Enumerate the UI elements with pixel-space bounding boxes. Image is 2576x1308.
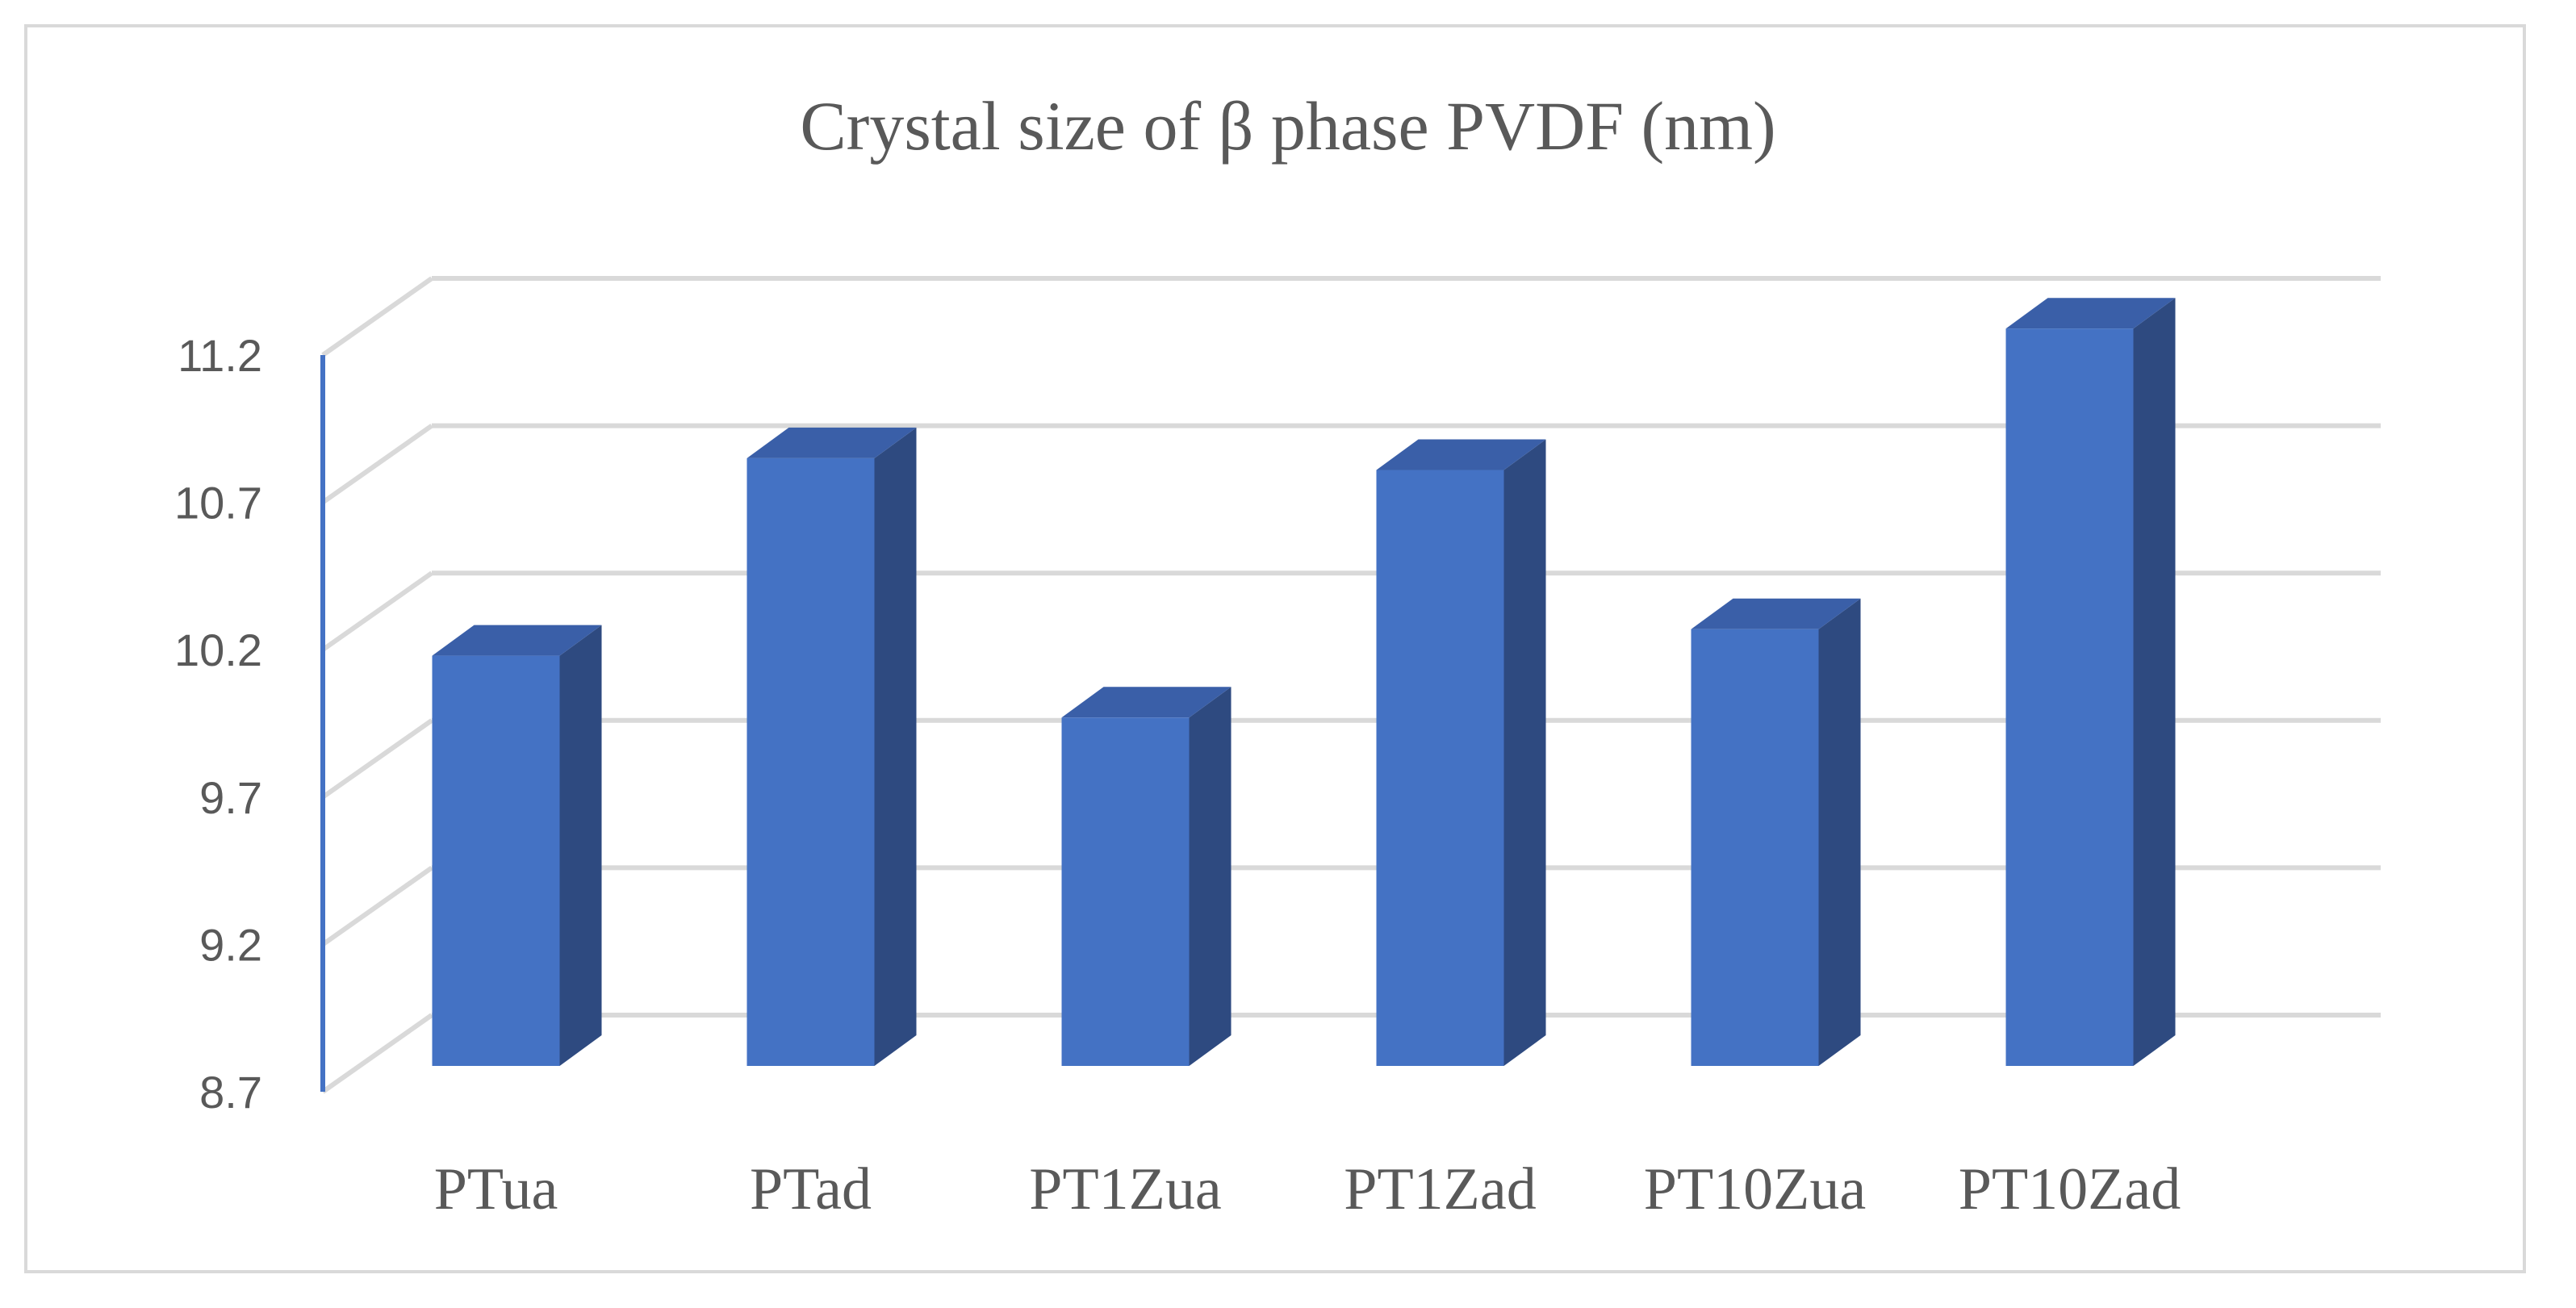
bar-pt10zad: [2005, 298, 2176, 1066]
bar-side-face: [1503, 439, 1546, 1066]
x-tick-label: PTua: [434, 1156, 558, 1222]
bar-side-face: [1189, 687, 1232, 1066]
gridline-side: [321, 424, 433, 505]
y-tick-label: 10.7: [174, 478, 262, 529]
bar-side-face: [874, 427, 917, 1066]
gridline-side: [321, 1013, 433, 1094]
bar-ptua: [432, 625, 602, 1066]
y-tick-label: 10.2: [174, 625, 262, 675]
bar-top-face: [1376, 439, 1546, 470]
x-tick-label: PT1Zua: [1029, 1156, 1221, 1222]
chart-title: Crystal size of β phase PVDF (nm): [800, 87, 1775, 165]
y-tick-label: 11.2: [178, 330, 262, 381]
bar-front-face: [1691, 629, 1819, 1066]
bar-top-face: [1691, 598, 1861, 629]
bar-front-face: [1376, 470, 1504, 1066]
bar-top-face: [746, 427, 917, 458]
bar-pt1zad: [1376, 439, 1546, 1066]
gridline-side: [321, 865, 433, 947]
bar-front-face: [432, 655, 560, 1066]
bar-top-face: [1061, 687, 1232, 718]
x-tick-label: PT1Zad: [1344, 1156, 1536, 1222]
bar-side-face: [559, 625, 602, 1066]
y-tick-label: 8.7: [199, 1067, 262, 1118]
bar-side-face: [2133, 298, 2176, 1066]
bar-front-face: [2005, 328, 2134, 1066]
y-tick-label: 9.7: [199, 772, 262, 823]
bar-side-face: [1818, 598, 1861, 1066]
bar-ptad: [746, 427, 917, 1066]
bar-top-face: [2005, 298, 2176, 329]
y-tick-labels: 8.7 9.2 9.7 10.2 10.7 11.2: [174, 330, 262, 1118]
x-tick-label: PTad: [750, 1156, 872, 1222]
x-tick-label: PT10Zua: [1644, 1156, 1866, 1222]
gridline-side: [321, 276, 433, 357]
bar-top-face: [432, 625, 602, 656]
y-tick-label: 9.2: [199, 919, 262, 970]
gridline-side: [321, 570, 433, 652]
bars: [432, 298, 2176, 1066]
bar-pt1zua: [1061, 687, 1232, 1066]
x-tick-label: PT10Zad: [1959, 1156, 2181, 1222]
bar-front-face: [746, 458, 875, 1066]
bar-front-face: [1061, 717, 1190, 1066]
bar-pt10zua: [1691, 598, 1861, 1066]
x-tick-labels: PTua PTad PT1Zua PT1Zad PT10Zua PT10Zad: [434, 1156, 2181, 1222]
gridline-side: [321, 718, 433, 800]
